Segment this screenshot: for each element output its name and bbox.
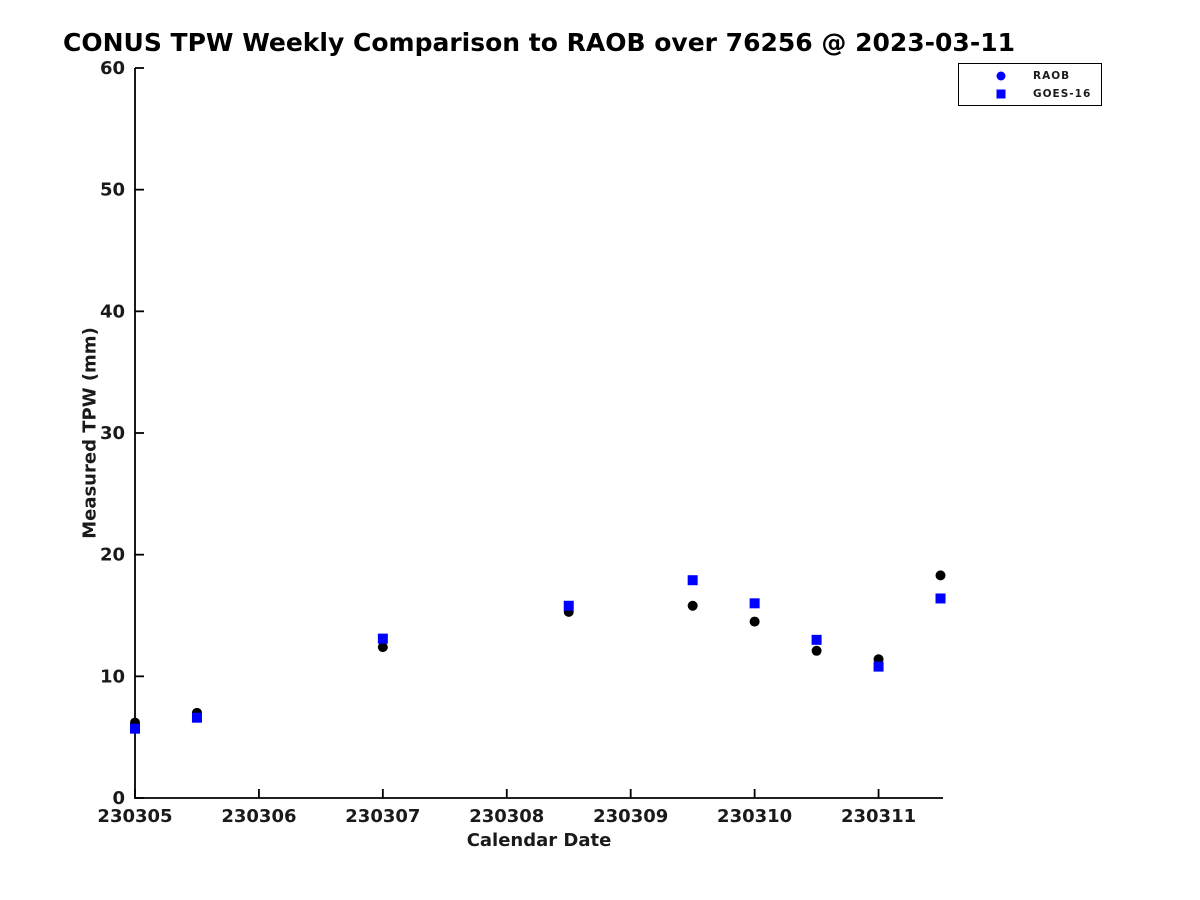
- x-tick-label: 230307: [345, 806, 420, 827]
- x-tick-label: 230311: [841, 806, 916, 827]
- y-tick-label: 0: [112, 788, 125, 809]
- legend-label-raob: RAOB: [1033, 69, 1071, 82]
- raob-data-point: [749, 616, 760, 627]
- y-tick-label: 10: [100, 666, 125, 687]
- goes16-data-point: [687, 575, 698, 586]
- goes16-data-point: [563, 600, 574, 611]
- y-axis-label: Measured TPW (mm): [79, 327, 101, 539]
- goes16-data-point: [873, 661, 884, 672]
- x-axis-label: Calendar Date: [466, 830, 612, 851]
- goes16-square-icon: [995, 88, 1007, 100]
- legend: RAOB GOES-16: [958, 63, 1102, 106]
- legend-label-goes16: GOES-16: [1033, 87, 1092, 100]
- goes16-data-point: [749, 598, 760, 609]
- raob-circle-icon: [995, 70, 1007, 82]
- raob-data-point: [687, 600, 698, 611]
- x-tick-label: 230306: [221, 806, 296, 827]
- x-tick-label: 230309: [593, 806, 668, 827]
- x-tick-label: 230308: [469, 806, 544, 827]
- goes16-data-point: [191, 712, 202, 723]
- axis-spines: [134, 68, 943, 799]
- y-tick-label: 60: [100, 58, 125, 79]
- goes16-data-point: [935, 593, 946, 604]
- raob-data-point: [811, 645, 822, 656]
- goes16-data-point: [130, 723, 140, 734]
- y-tick-label: 30: [100, 423, 125, 444]
- legend-entry-raob: RAOB: [959, 69, 1101, 83]
- goes16-data-point: [377, 633, 388, 644]
- goes16-data-point: [811, 634, 822, 645]
- y-tick-label: 40: [100, 301, 125, 322]
- x-tick-label: 230310: [717, 806, 792, 827]
- legend-entry-goes16: GOES-16: [959, 87, 1101, 101]
- x-tick-label: 230305: [97, 806, 172, 827]
- raob-data-point: [935, 570, 946, 581]
- raob-data-point: [377, 642, 388, 653]
- chart-title: CONUS TPW Weekly Comparison to RAOB over…: [63, 28, 1015, 57]
- y-tick-label: 20: [100, 545, 125, 566]
- y-tick-label: 50: [100, 180, 125, 201]
